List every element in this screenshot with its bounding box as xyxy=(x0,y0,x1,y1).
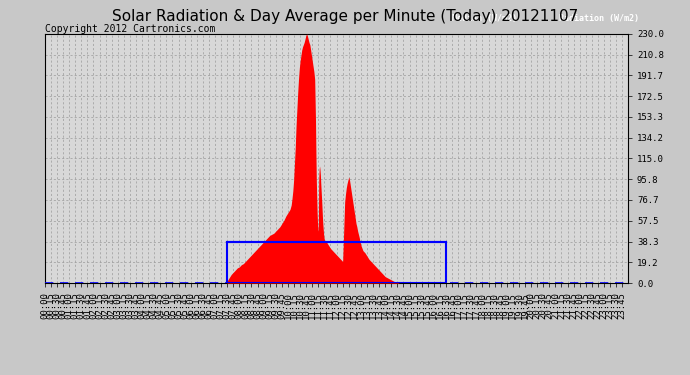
Bar xyxy=(227,242,446,283)
Text: Radiation (W/m2): Radiation (W/m2) xyxy=(559,14,638,23)
Text: Copyright 2012 Cartronics.com: Copyright 2012 Cartronics.com xyxy=(45,24,215,34)
Text: Median (W/m2): Median (W/m2) xyxy=(452,14,518,23)
Text: Solar Radiation & Day Average per Minute (Today) 20121107: Solar Radiation & Day Average per Minute… xyxy=(112,9,578,24)
